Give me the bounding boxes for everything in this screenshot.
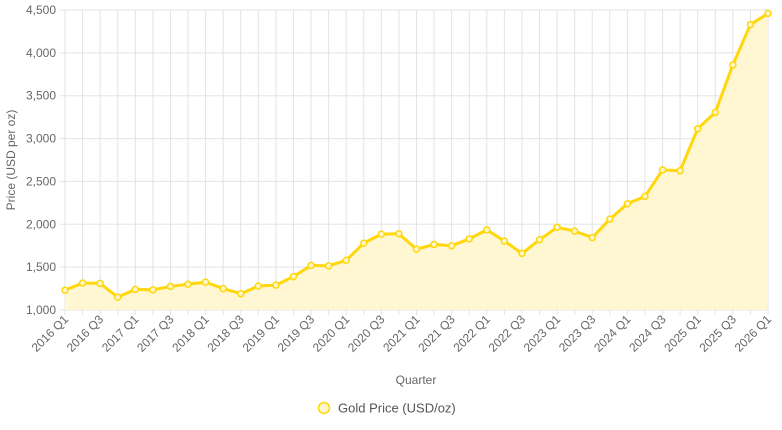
legend[interactable]: Gold Price (USD/oz) [317, 401, 456, 416]
data-point[interactable] [676, 166, 684, 175]
x-axis-title: Quarter [396, 373, 437, 387]
data-point[interactable] [342, 256, 350, 265]
data-point[interactable] [535, 235, 544, 244]
data-point[interactable] [588, 233, 596, 242]
data-point[interactable] [711, 108, 720, 117]
y-tick-label: 2,500 [26, 174, 56, 188]
y-tick-label: 1,500 [26, 260, 56, 274]
data-point[interactable] [553, 223, 561, 232]
legend-swatch [317, 401, 331, 415]
data-point[interactable] [324, 262, 333, 270]
x-tick-label: 2020 Q1 [310, 312, 353, 355]
data-point[interactable] [518, 249, 526, 258]
data-point[interactable] [500, 237, 509, 245]
x-tick-label: 2017 Q3 [134, 312, 177, 355]
x-tick-label: 2024 Q3 [626, 312, 669, 355]
x-tick-label: 2017 Q1 [99, 312, 142, 355]
x-tick-label: 2019 Q1 [240, 312, 283, 355]
data-point[interactable] [254, 282, 263, 290]
x-tick-label: 2024 Q1 [591, 312, 634, 355]
data-point[interactable] [623, 199, 632, 208]
data-point[interactable] [96, 279, 104, 288]
x-tick-label: 2026 Q1 [732, 312, 775, 355]
y-tick-label: 4,000 [26, 46, 56, 60]
data-point[interactable] [447, 241, 456, 250]
x-tick-label: 2021 Q1 [380, 312, 423, 355]
y-tick-label: 3,000 [26, 132, 56, 146]
x-tick-label: 2020 Q3 [345, 312, 388, 355]
x-tick-label: 2025 Q1 [661, 312, 704, 355]
x-tick-label: 2018 Q3 [204, 312, 247, 355]
data-point[interactable] [78, 279, 87, 287]
data-point[interactable] [764, 9, 772, 18]
y-tick-label: 3,500 [26, 89, 56, 103]
legend-label: Gold Price (USD/oz) [338, 401, 456, 416]
data-point[interactable] [184, 280, 192, 289]
data-point[interactable] [131, 285, 140, 294]
x-tick-label: 2022 Q3 [486, 312, 529, 355]
data-point[interactable] [465, 235, 473, 243]
x-tick-label: 2022 Q1 [450, 312, 493, 355]
data-point[interactable] [746, 20, 755, 29]
data-point[interactable] [272, 281, 280, 289]
data-point[interactable] [412, 245, 421, 253]
y-tick-label: 1,000 [26, 303, 56, 317]
y-axis-ticks: 1,000 1,500 2,000 2,500 3,000 3,500 4,000 4,500 [26, 3, 56, 317]
x-tick-label: 2023 Q3 [556, 312, 599, 355]
data-point[interactable] [237, 289, 245, 298]
data-point[interactable] [570, 227, 579, 235]
data-point[interactable] [219, 284, 227, 293]
y-axis-title: Price (USD per oz) [4, 110, 18, 211]
data-point[interactable] [658, 166, 667, 174]
x-tick-label: 2023 Q1 [521, 312, 564, 355]
x-tick-label: 2016 Q3 [64, 312, 107, 355]
y-tick-label: 4,500 [26, 3, 56, 17]
data-point[interactable] [377, 230, 386, 238]
points-layer [61, 9, 772, 301]
x-tick-label: 2019 Q3 [275, 312, 318, 355]
data-point[interactable] [166, 282, 175, 291]
data-point[interactable] [693, 124, 702, 133]
data-point[interactable] [307, 261, 315, 270]
x-tick-label: 2016 Q1 [29, 312, 72, 355]
data-point[interactable] [360, 239, 368, 247]
data-point[interactable] [606, 215, 614, 223]
data-point[interactable] [641, 192, 649, 201]
y-tick-label: 2,000 [26, 217, 56, 231]
data-point[interactable] [395, 229, 403, 238]
data-point[interactable] [729, 61, 737, 69]
data-point[interactable] [61, 286, 69, 295]
data-point[interactable] [289, 272, 298, 281]
x-tick-label: 2021 Q3 [415, 312, 458, 355]
data-point[interactable] [149, 286, 157, 294]
data-point[interactable] [113, 293, 122, 301]
data-point[interactable] [430, 240, 438, 249]
x-tick-label: 2025 Q3 [697, 312, 740, 355]
data-point[interactable] [201, 278, 210, 286]
x-tick-label: 2018 Q1 [169, 312, 212, 355]
data-point[interactable] [483, 226, 491, 234]
